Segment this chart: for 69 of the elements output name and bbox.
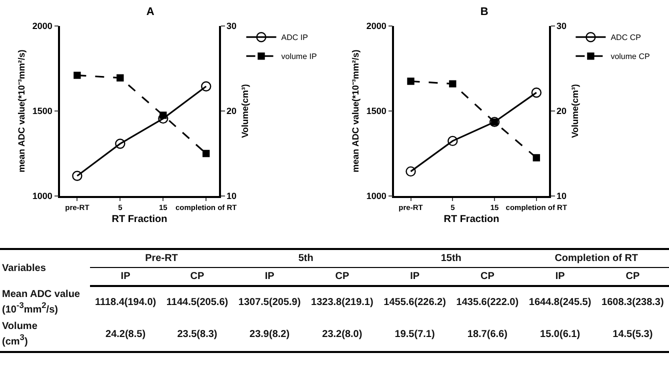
text: 5th [298,253,314,264]
y-tick-label: 1000 [32,191,52,202]
point [115,138,126,149]
legend-label: volume IP [281,52,317,62]
text: 24.2(8.5) [106,328,146,340]
y-tick-label: 2000 [32,21,52,32]
y2-tick-label: 30 [556,21,567,32]
y-axis-title: mean ADC value(*10⁻³mm²/s) [350,50,360,172]
y2-tick-label: 20 [556,106,567,116]
text: Variables [2,262,46,274]
text: 19.5(7.1) [394,328,435,340]
text: 14.5(5.3) [612,328,653,340]
y-tick-label: 1500 [366,106,386,116]
point [74,72,81,79]
text: CP [335,271,350,282]
y2-tick-label: 20 [226,106,237,116]
text: 1435.6(222.0) [456,297,519,308]
point [532,154,540,162]
text: 1144.5(205.6) [166,297,228,308]
point [158,113,168,124]
y-tick-label: 1000 [366,191,386,202]
legend-label: ADC IP [281,33,308,42]
y2-tick-label: 10 [226,191,237,202]
point [72,170,82,181]
text: 23.5(8.3) [177,328,218,340]
text: 1323.8(219.1) [311,297,374,308]
text: 15th [440,253,462,264]
x-axis-title: RT Fraction [112,214,168,225]
text: IP [264,271,274,282]
point [448,136,458,146]
text: 23.9(8.2) [250,328,290,340]
y2-tick-label: 30 [226,21,237,32]
text: 23.2(8.0) [322,328,362,340]
point [531,87,542,98]
point [202,150,210,158]
y2-axis-title: Volume(cm³) [240,84,250,138]
text: 1118.4(194.0) [94,297,156,308]
point [160,112,167,119]
y2-axis-title: Volume(cm³) [570,84,580,138]
legend-label: ADC CP [610,33,641,42]
text: CP [626,271,640,282]
text: 1307.5(205.9) [238,297,301,308]
y2-tick-label: 10 [556,191,567,202]
text: Mean ADC value (10$^{-3}$mm$^{2}$/s) [2,289,80,316]
text: IP [410,271,420,282]
text: IP [555,271,565,282]
point [406,166,416,177]
y-tick-label: 1500 [32,106,52,116]
text: Pre-RT [145,253,178,264]
point [449,80,456,88]
text: CP [190,271,204,282]
text: 15.0(6.1) [540,328,580,340]
y-tick-label: 2000 [366,21,386,32]
text: 1608.3(238.3) [602,297,664,308]
point [116,74,124,82]
x-axis-title: RT Fraction [444,214,500,225]
text: CP [480,271,494,282]
text: Volume (cm$^{3}$) [2,321,38,348]
text: IP [120,271,130,282]
y-axis-title: mean ADC value(*10⁻³mm²/s) [16,50,26,172]
text: 1455.6(226.2) [384,297,446,308]
chart-title: A [146,6,154,18]
text: 1644.8(245.5) [528,297,592,308]
point [407,78,414,85]
text: Completion of RT [554,253,638,264]
chart-title: B [480,6,488,18]
legend-label: volume CP [610,52,650,62]
text: 18.7(6.6) [467,328,508,340]
point [201,81,212,92]
